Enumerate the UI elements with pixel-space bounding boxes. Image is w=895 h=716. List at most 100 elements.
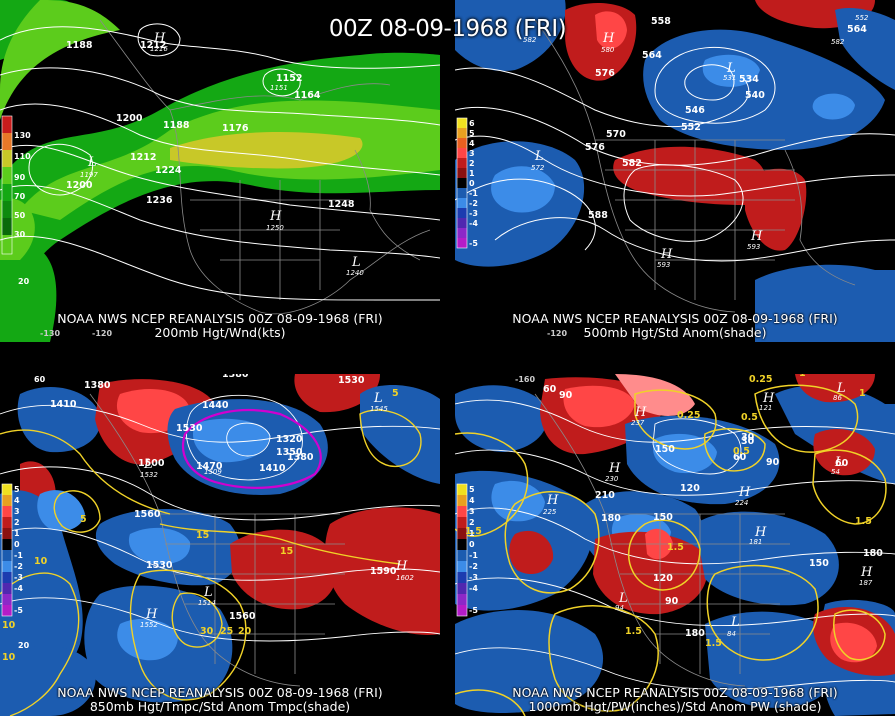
high-center-label: H bbox=[395, 559, 408, 574]
continent-outline bbox=[99, 19, 431, 315]
svg-text:1560: 1560 bbox=[229, 611, 256, 622]
svg-text:1552: 1552 bbox=[140, 621, 158, 629]
svg-text:90: 90 bbox=[559, 390, 573, 401]
svg-text:15: 15 bbox=[280, 546, 293, 557]
svg-text:230: 230 bbox=[605, 475, 619, 483]
high-center-label: H bbox=[634, 405, 647, 420]
svg-text:4: 4 bbox=[14, 496, 20, 505]
svg-text:1151: 1151 bbox=[270, 84, 288, 92]
svg-text:10: 10 bbox=[34, 556, 48, 567]
svg-text:1200: 1200 bbox=[66, 180, 93, 191]
svg-text:0: 0 bbox=[469, 179, 475, 188]
colorbar-200mb bbox=[1, 115, 13, 255]
high-center-label: H bbox=[269, 209, 282, 224]
svg-text:225: 225 bbox=[543, 508, 557, 516]
svg-text:1188: 1188 bbox=[163, 120, 190, 131]
svg-text:1509: 1509 bbox=[204, 468, 222, 476]
svg-text:0: 0 bbox=[14, 540, 20, 549]
low-center-label: L bbox=[730, 615, 740, 630]
svg-text:1470: 1470 bbox=[196, 461, 223, 472]
svg-text:5: 5 bbox=[80, 514, 87, 525]
height-contours bbox=[455, 46, 895, 262]
low-center-label: L bbox=[534, 149, 544, 164]
svg-text:1250: 1250 bbox=[266, 224, 284, 232]
svg-text:1248: 1248 bbox=[328, 199, 355, 210]
caption-field: 500mb Hgt/Std Anom(shade) bbox=[583, 325, 767, 340]
svg-text:-5: -5 bbox=[469, 239, 478, 248]
svg-text:4: 4 bbox=[469, 496, 475, 505]
svg-text:3: 3 bbox=[14, 507, 20, 516]
low-center-label: L bbox=[836, 381, 846, 396]
svg-text:1514: 1514 bbox=[198, 599, 216, 607]
svg-text:6: 6 bbox=[469, 119, 475, 128]
svg-text:1530: 1530 bbox=[176, 423, 203, 434]
svg-text:1.5: 1.5 bbox=[705, 638, 722, 649]
svg-text:540: 540 bbox=[745, 90, 765, 101]
svg-text:1176: 1176 bbox=[222, 123, 249, 134]
svg-text:1530: 1530 bbox=[338, 375, 365, 386]
colorbar-500mb bbox=[456, 117, 468, 249]
svg-text:-4: -4 bbox=[14, 584, 23, 593]
svg-text:1: 1 bbox=[14, 529, 20, 538]
high-center-label: H bbox=[602, 31, 615, 46]
svg-text:576: 576 bbox=[585, 142, 605, 153]
high-center-label: H bbox=[153, 31, 166, 46]
svg-text:531: 531 bbox=[723, 74, 736, 82]
svg-text:2: 2 bbox=[469, 518, 475, 527]
svg-text:5: 5 bbox=[14, 485, 20, 494]
svg-text:25: 25 bbox=[220, 626, 233, 637]
svg-text:588: 588 bbox=[588, 210, 608, 221]
lon-label: -130 bbox=[40, 329, 60, 338]
svg-text:210: 210 bbox=[595, 490, 615, 501]
svg-text:1216: 1216 bbox=[150, 45, 168, 53]
map-500mb: 6 5 4 3 2 1 0 -1 -2 -3 -4 -5 -120 558 57… bbox=[455, 0, 895, 342]
lat-label: 20 bbox=[18, 641, 30, 650]
caption-field: 850mb Hgt/Tmpc/Std Anom Tmpc(shade) bbox=[89, 699, 351, 714]
map-1000mb: 5 4 3 2 1 0 -1 -2 -3 -4 -5 -160 60 90 30… bbox=[455, 374, 895, 716]
svg-text:120: 120 bbox=[653, 573, 673, 584]
svg-text:-1: -1 bbox=[469, 189, 478, 198]
colorbar-label: 130 bbox=[14, 131, 31, 140]
svg-text:564: 564 bbox=[642, 50, 662, 61]
svg-text:-1: -1 bbox=[469, 551, 478, 560]
height-labels: 1188 1212 1200 1188 1176 1212 1224 1200 … bbox=[66, 40, 355, 210]
svg-text:20: 20 bbox=[238, 626, 252, 637]
svg-text:1350: 1350 bbox=[276, 447, 303, 458]
svg-text:3: 3 bbox=[469, 149, 475, 158]
svg-text:-5: -5 bbox=[14, 606, 23, 615]
svg-text:120: 120 bbox=[680, 483, 700, 494]
colorbar-label: 50 bbox=[14, 211, 26, 220]
svg-text:546: 546 bbox=[685, 105, 705, 116]
svg-text:0: 0 bbox=[469, 540, 475, 549]
pressure-centers: H 1216 L 1197 H 1250 L 1240 1151 bbox=[80, 31, 364, 277]
svg-text:30: 30 bbox=[741, 432, 755, 443]
svg-text:-4: -4 bbox=[469, 219, 478, 228]
svg-text:150: 150 bbox=[653, 512, 673, 523]
caption-source: NOAA NWS NCEP REANALYSIS 00Z 08-09-1968 … bbox=[512, 311, 838, 326]
svg-text:2: 2 bbox=[14, 518, 20, 527]
low-center-label: L bbox=[834, 455, 844, 470]
height-labels: 1380 1410 1380 1440 1530 1470 1320 1350 … bbox=[50, 374, 397, 622]
svg-text:5: 5 bbox=[392, 388, 399, 399]
svg-text:0.5: 0.5 bbox=[741, 412, 758, 423]
panel-1000mb: 5 4 3 2 1 0 -1 -2 -3 -4 -5 -160 60 90 30… bbox=[455, 374, 895, 716]
svg-text:5: 5 bbox=[469, 129, 475, 138]
svg-text:1545: 1545 bbox=[370, 405, 388, 413]
svg-text:1164: 1164 bbox=[294, 90, 321, 101]
height-contours bbox=[0, 23, 440, 301]
svg-text:1530: 1530 bbox=[146, 560, 173, 571]
svg-text:54: 54 bbox=[831, 468, 840, 476]
low-center-label: L bbox=[87, 155, 97, 170]
svg-text:30: 30 bbox=[200, 626, 214, 637]
svg-text:1560: 1560 bbox=[134, 509, 161, 520]
continent-outline bbox=[534, 19, 856, 313]
high-center-label: H bbox=[860, 565, 873, 580]
svg-text:582: 582 bbox=[831, 38, 845, 46]
anomaly-shading bbox=[455, 374, 895, 716]
svg-text:10: 10 bbox=[2, 652, 16, 663]
height-labels: 558 576 564 534 540 546 552 570 576 582 … bbox=[585, 16, 867, 221]
height-contours bbox=[455, 399, 895, 690]
svg-text:593: 593 bbox=[657, 261, 670, 269]
svg-text:1212: 1212 bbox=[130, 152, 156, 163]
svg-text:1380: 1380 bbox=[222, 374, 249, 380]
